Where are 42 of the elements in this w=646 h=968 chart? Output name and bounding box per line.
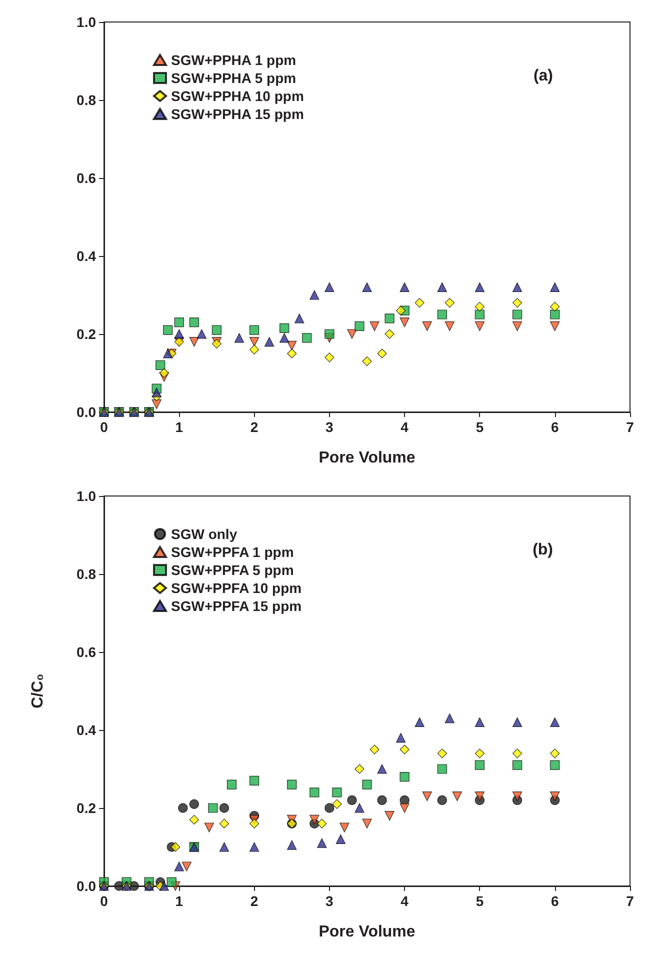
y-tick-label: 0.6	[76, 644, 96, 660]
x-tick-label: 6	[550, 419, 559, 435]
legend-label: SGW+PPFA 10 ppm	[171, 580, 302, 596]
x-tick-label: 2	[250, 893, 258, 909]
legend-label: SGW+PPFA 15 ppm	[171, 598, 302, 614]
legend-label: SGW+PPFA 1 ppm	[171, 544, 294, 560]
x-tick-label: 1	[175, 893, 184, 909]
annotation: (b)	[532, 542, 554, 558]
x-tick-label: 3	[326, 893, 334, 909]
x-tick-label: 0	[100, 893, 108, 909]
legend-label: SGW+PPHA 5 ppm	[171, 70, 296, 86]
x-tick-label: 1	[175, 419, 184, 435]
y-tick-label: 1.0	[76, 488, 96, 504]
x-tick-label: 2	[250, 419, 258, 435]
x-tick-label: 5	[476, 419, 484, 435]
y-tick-label: 0.8	[76, 566, 96, 582]
x-axis-title: Pore Volume	[318, 924, 416, 940]
y-tick-label: 0.8	[76, 92, 96, 108]
y-tick-label: 0.4	[76, 248, 96, 264]
x-tick-label: 5	[476, 893, 484, 909]
y-axis-title: C/C₀	[30, 674, 46, 708]
x-tick-label: 3	[326, 419, 334, 435]
x-tick-label: 4	[400, 893, 409, 909]
y-tick-label: 0.0	[76, 404, 96, 420]
legend-label: SGW only	[171, 526, 238, 542]
y-tick-label: 0.4	[76, 722, 96, 738]
y-tick-label: 1.0	[76, 14, 96, 30]
x-tick-label: 7	[626, 893, 634, 909]
x-axis-title: Pore Volume	[318, 450, 416, 466]
y-tick-label: 0.2	[76, 326, 96, 342]
legend-label: SGW+PPHA 15 ppm	[171, 106, 304, 122]
legend-label: SGW+PPFA 5 ppm	[171, 562, 294, 578]
legend-label: SGW+PPHA 10 ppm	[171, 88, 304, 104]
y-tick-label: 0.2	[76, 800, 96, 816]
y-tick-label: 0.0	[76, 878, 96, 894]
x-tick-label: 0	[100, 419, 108, 435]
x-tick-label: 7	[626, 419, 634, 435]
annotation: (a)	[533, 68, 554, 84]
x-tick-label: 6	[550, 893, 559, 909]
legend-label: SGW+PPHA 1 ppm	[171, 52, 296, 68]
y-tick-label: 0.6	[76, 170, 96, 186]
x-tick-label: 4	[400, 419, 409, 435]
